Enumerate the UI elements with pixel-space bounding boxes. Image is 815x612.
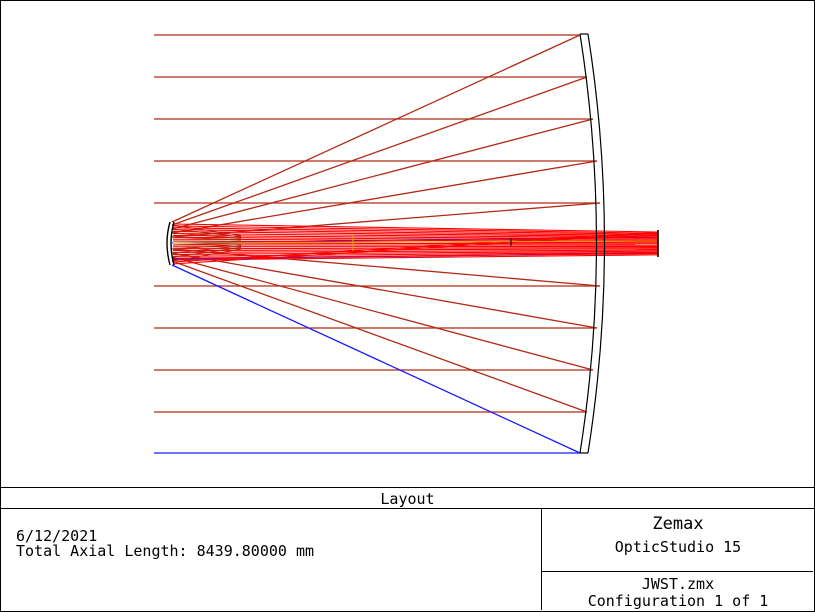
- converging-ray: [172, 248, 659, 252]
- secondary-mirror-back: [170, 221, 175, 266]
- secondary-fan-ray: [172, 236, 242, 241]
- reflected-ray: [171, 118, 594, 230]
- converging-ray: [172, 231, 659, 263]
- file-name-label: JWST.zmx: [641, 575, 715, 593]
- secondary-mirror: [166, 221, 171, 266]
- secondary-fan-ray: [172, 245, 242, 254]
- converging-ray: [172, 236, 659, 241]
- footer-right-divider: [542, 571, 813, 572]
- reflected-ray: [171, 202, 601, 238]
- marginal-reflected-ray: [171, 264, 581, 454]
- secondary-fan-ray: [172, 247, 242, 258]
- converging-ray: [172, 225, 659, 234]
- secondary-fan-ray: [172, 248, 242, 262]
- title-divider-bottom: [1, 508, 814, 509]
- reflected-ray: [171, 260, 588, 413]
- optical-layout-diagram: [154, 33, 659, 454]
- reflected-ray: [171, 34, 581, 223]
- reflected-ray: [171, 76, 588, 226]
- product-label: OpticStudio 15: [614, 538, 742, 556]
- primary-mirror-back: [587, 33, 606, 454]
- secondary-fan-ray: [172, 224, 242, 236]
- date-label: 6/12/2021: [16, 527, 98, 545]
- chief-ray: [172, 240, 659, 244]
- ray-group: [154, 34, 659, 454]
- primary-mirror: [579, 33, 598, 454]
- axial-length-label: Total Axial Length: 8439.80000 mm: [16, 542, 315, 560]
- reflected-ray: [171, 252, 598, 329]
- footer-column-divider: [541, 508, 542, 610]
- secondary-fan-ray: [172, 228, 242, 238]
- converging-ray: [172, 250, 659, 255]
- brand-label: Zemax: [652, 514, 704, 534]
- converging-ray: [172, 229, 659, 237]
- secondary-fan-ray: [172, 240, 242, 242]
- reflected-ray: [171, 160, 598, 234]
- reflected-ray: [171, 248, 601, 287]
- secondary-fan-ray: [172, 232, 242, 239]
- reflected-ray: [171, 256, 594, 371]
- configuration-label: Configuration 1 of 1: [587, 592, 769, 610]
- converging-ray: [172, 251, 659, 257]
- converging-ray: [172, 223, 659, 233]
- mirror-group: [166, 33, 659, 454]
- converging-ray: [172, 232, 659, 265]
- secondary-fan-ray: [172, 244, 242, 250]
- title-divider-top: [1, 487, 814, 488]
- layout-title: Layout: [380, 490, 435, 508]
- converging-ray: [172, 249, 659, 254]
- secondary-fan-ray: [172, 242, 242, 246]
- converging-ray: [172, 231, 659, 238]
- converging-ray: [172, 227, 659, 235]
